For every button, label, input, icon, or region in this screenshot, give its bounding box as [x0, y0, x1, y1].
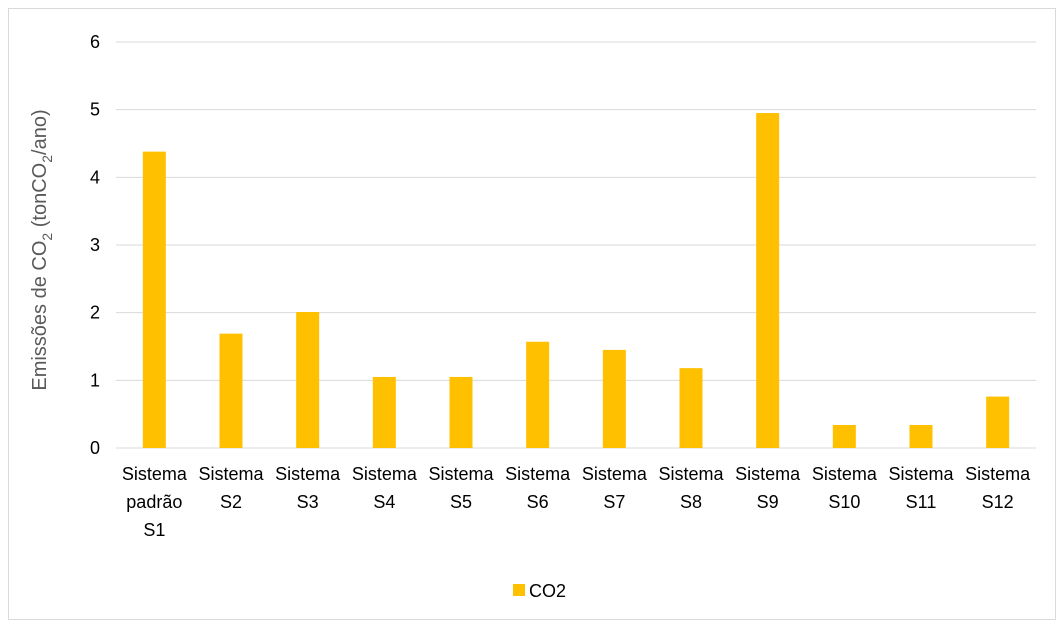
x-tick-label: Sistema S9: [735, 464, 801, 512]
bar: [219, 333, 243, 448]
y-tick-label: 3: [90, 235, 100, 255]
bar: [372, 376, 396, 448]
x-tick-label: Sistema S5: [428, 464, 494, 512]
y-axis-label: Emissões de CO2 (tonCO2/ano): [29, 109, 55, 390]
y-tick-labels: 0 1 2 3 4 5 6: [90, 32, 100, 458]
gridlines: [116, 41, 1036, 449]
bar: [832, 424, 856, 448]
bar: [679, 368, 703, 448]
x-tick-label: Sistema S11: [888, 464, 954, 512]
bar: [909, 424, 933, 448]
x-tick-label: Sistema S6: [505, 464, 571, 512]
x-tick-label: Sistema S3: [275, 464, 341, 512]
x-tick-label: Sistema S4: [352, 464, 418, 512]
bar: [602, 349, 626, 448]
x-tick-label: Sistema padrão S1: [122, 464, 188, 540]
bar: [526, 341, 550, 448]
bar: [756, 113, 780, 449]
x-tick-label: Sistema S7: [582, 464, 648, 512]
legend-swatch-co2: [513, 584, 525, 596]
y-tick-label: 2: [90, 303, 100, 323]
x-tick-label: Sistema S8: [658, 464, 724, 512]
y-tick-label: 1: [90, 370, 100, 390]
y-tick-label: 0: [90, 438, 100, 458]
bar: [296, 311, 320, 448]
x-tick-label: Sistema S2: [198, 464, 264, 512]
y-tick-label: 4: [90, 167, 100, 187]
y-tick-label: 5: [90, 100, 100, 120]
y-tick-label: 6: [90, 32, 100, 52]
legend: CO2: [513, 581, 566, 601]
bar: [449, 376, 473, 448]
x-tick-label: Sistema S10: [812, 464, 878, 512]
bar: [986, 396, 1010, 448]
x-tick-label: Sistema S12: [965, 464, 1031, 512]
bar: [142, 151, 166, 448]
bars: [142, 113, 1010, 449]
legend-label-co2: CO2: [529, 581, 566, 601]
